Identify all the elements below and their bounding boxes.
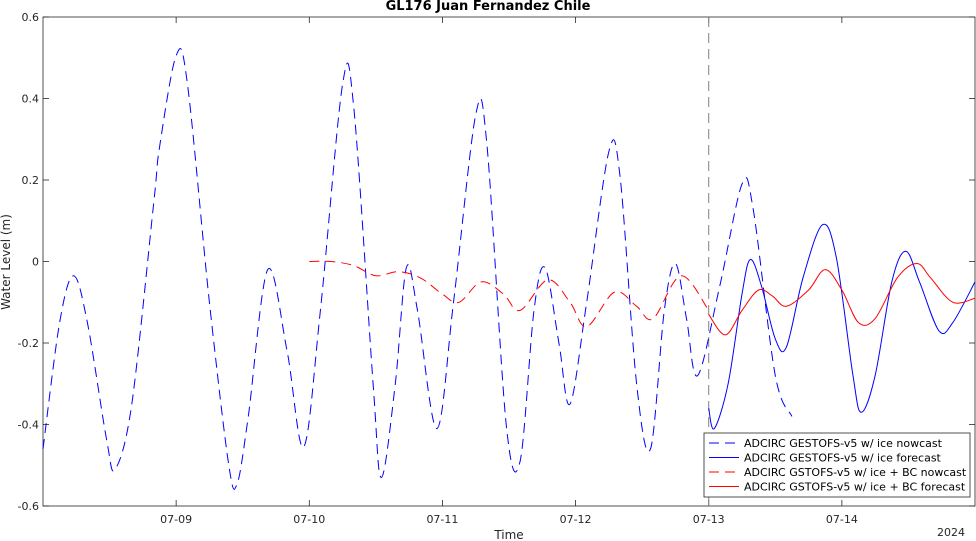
- x-year-label: 2024: [937, 526, 965, 539]
- series-line-2: [708, 223, 976, 430]
- x-tick-label: 07-09: [160, 513, 192, 526]
- x-tick-label: 07-11: [426, 513, 458, 526]
- y-axis-label: Water Level (m): [0, 214, 13, 310]
- y-tick-label: -0.6: [18, 500, 39, 513]
- plot-area: [42, 16, 976, 507]
- legend-entry: ADCIRC GSTOFS-v5 w/ ice + BC forecast: [744, 481, 966, 494]
- x-tick-label: 07-13: [693, 513, 725, 526]
- legend: ADCIRC GESTOFS-v5 w/ ice nowcast ADCIRC G…: [703, 432, 971, 498]
- y-tick-label: 0.2: [22, 174, 40, 187]
- legend-entry: ADCIRC GESTOFS-v5 w/ ice nowcast: [744, 437, 943, 450]
- x-axis: 07-09 07-10 07-11 07-12 07-13 07-14: [160, 17, 858, 526]
- legend-entry: ADCIRC GSTOFS-v5 w/ ice + BC nowcast: [744, 466, 967, 479]
- y-axis: -0.6 -0.4 -0.2 0 0.2 0.4 0.6: [18, 11, 975, 513]
- y-tick-label: -0.2: [18, 337, 39, 350]
- x-tick-label: 07-12: [560, 513, 592, 526]
- legend-box: [703, 432, 971, 498]
- y-tick-label: 0.6: [22, 11, 40, 24]
- y-tick-label: -0.4: [18, 419, 39, 432]
- series-line-3: [309, 260, 710, 328]
- series-line-1: [42, 47, 793, 490]
- x-tick-label: 07-14: [826, 513, 858, 526]
- series-lines: [42, 47, 976, 490]
- chart-title: GL176 Juan Fernandez Chile: [386, 0, 591, 14]
- x-tick-label: 07-10: [293, 513, 325, 526]
- legend-entry: ADCIRC GESTOFS-v5 w/ ice forecast: [744, 452, 942, 465]
- y-tick-label: 0: [32, 256, 39, 269]
- x-axis-label: Time: [493, 528, 523, 541]
- y-tick-label: 0.4: [22, 93, 40, 106]
- series-line-4: [708, 262, 976, 336]
